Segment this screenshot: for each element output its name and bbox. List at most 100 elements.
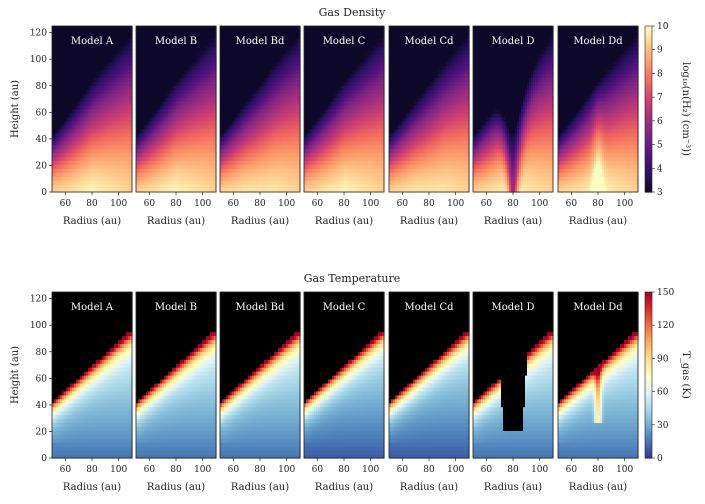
heat-cell xyxy=(108,184,111,189)
heat-cell xyxy=(206,105,209,110)
heat-cell xyxy=(194,53,197,59)
heat-cell xyxy=(182,89,185,94)
heat-cell xyxy=(208,132,211,138)
heat-cell xyxy=(150,37,153,43)
heat-cell xyxy=(230,132,233,138)
heat-cell xyxy=(116,180,119,185)
heat-cell xyxy=(144,140,147,146)
heat-cell xyxy=(226,156,229,161)
heat-cell xyxy=(234,65,237,71)
heat-cell xyxy=(122,132,125,138)
heat-cell xyxy=(178,184,181,189)
heat-cell xyxy=(178,128,181,134)
heat-cell xyxy=(236,152,239,158)
heat-cell xyxy=(114,105,117,110)
heat-cell xyxy=(176,132,179,138)
heat-cell xyxy=(162,144,165,150)
heat-cell xyxy=(138,152,141,158)
heat-cell xyxy=(188,132,191,138)
x-axis-label: Radius (au) xyxy=(63,216,121,227)
heat-cell xyxy=(74,29,77,35)
heat-cell xyxy=(224,168,227,173)
heat-cell xyxy=(214,57,217,63)
heat-cell xyxy=(222,160,225,165)
heat-cell xyxy=(146,160,149,165)
heat-cell xyxy=(206,85,209,90)
heat-cell xyxy=(94,164,97,169)
heat-cell xyxy=(90,85,93,90)
heat-cell xyxy=(198,140,201,146)
heat-cell xyxy=(172,144,175,150)
heat-cell xyxy=(68,37,71,43)
heat-cell xyxy=(116,85,119,90)
heat-cell xyxy=(78,49,81,55)
heat-cell xyxy=(58,112,61,118)
heat-cell xyxy=(220,57,223,63)
heat-cell xyxy=(108,85,111,90)
heat-cell xyxy=(206,93,209,98)
heat-cell xyxy=(82,168,85,173)
heat-cell xyxy=(68,65,71,71)
heat-cell xyxy=(114,49,117,55)
heat-cell xyxy=(82,140,85,146)
heat-cell xyxy=(196,128,199,134)
heat-cell xyxy=(104,144,107,150)
heat-cell xyxy=(226,164,229,169)
heat-cell xyxy=(204,172,207,177)
heat-cell xyxy=(128,57,131,63)
heat-cell xyxy=(102,156,105,161)
heat-cell xyxy=(232,65,235,71)
heat-cell xyxy=(180,144,183,150)
heat-cell xyxy=(108,77,111,82)
heat-cell xyxy=(228,69,231,75)
heat-cell xyxy=(100,97,103,102)
heat-cell xyxy=(208,89,211,94)
heat-cell xyxy=(186,65,189,71)
heat-cell xyxy=(206,188,209,193)
heat-cell xyxy=(164,77,167,82)
heat-cell xyxy=(162,168,165,173)
heat-cell xyxy=(72,77,75,82)
heat-cell xyxy=(52,172,55,177)
heat-cell xyxy=(224,81,227,86)
heat-cell xyxy=(200,184,203,189)
heat-cell xyxy=(184,168,187,173)
heat-cell xyxy=(172,112,175,118)
heat-cell xyxy=(112,49,115,55)
heat-cell xyxy=(228,180,231,185)
heat-cell xyxy=(158,124,161,130)
heat-cell xyxy=(122,105,125,110)
heat-cell xyxy=(228,120,231,126)
heat-cell xyxy=(190,140,193,146)
heat-cell xyxy=(126,53,129,59)
heat-cell xyxy=(150,172,153,177)
heat-cell xyxy=(52,152,55,158)
heat-cell xyxy=(220,148,223,154)
heat-cell xyxy=(90,168,93,173)
heat-cell xyxy=(72,128,75,134)
heat-cell xyxy=(90,188,93,193)
heat-cell xyxy=(96,132,99,138)
heat-cell xyxy=(172,89,175,94)
heat-cell xyxy=(190,69,193,75)
heat-cell xyxy=(170,144,173,150)
heat-cell xyxy=(204,176,207,181)
heat-cell xyxy=(140,73,143,78)
heat-cell xyxy=(234,128,237,134)
heat-cell xyxy=(126,116,129,122)
heat-cell xyxy=(164,101,167,106)
heat-cell xyxy=(224,57,227,63)
heat-cell xyxy=(96,57,99,63)
heat-cell xyxy=(102,81,105,86)
heat-cell xyxy=(126,89,129,94)
heat-cell xyxy=(190,124,193,130)
heat-cell xyxy=(166,53,169,59)
heat-cell xyxy=(106,168,109,173)
heat-cell xyxy=(88,136,91,142)
heat-cell xyxy=(54,61,57,67)
heat-cell xyxy=(170,29,173,35)
heat-cell xyxy=(100,124,103,130)
heat-cell xyxy=(144,132,147,138)
heat-cell xyxy=(168,148,171,154)
heat-cell xyxy=(232,172,235,177)
